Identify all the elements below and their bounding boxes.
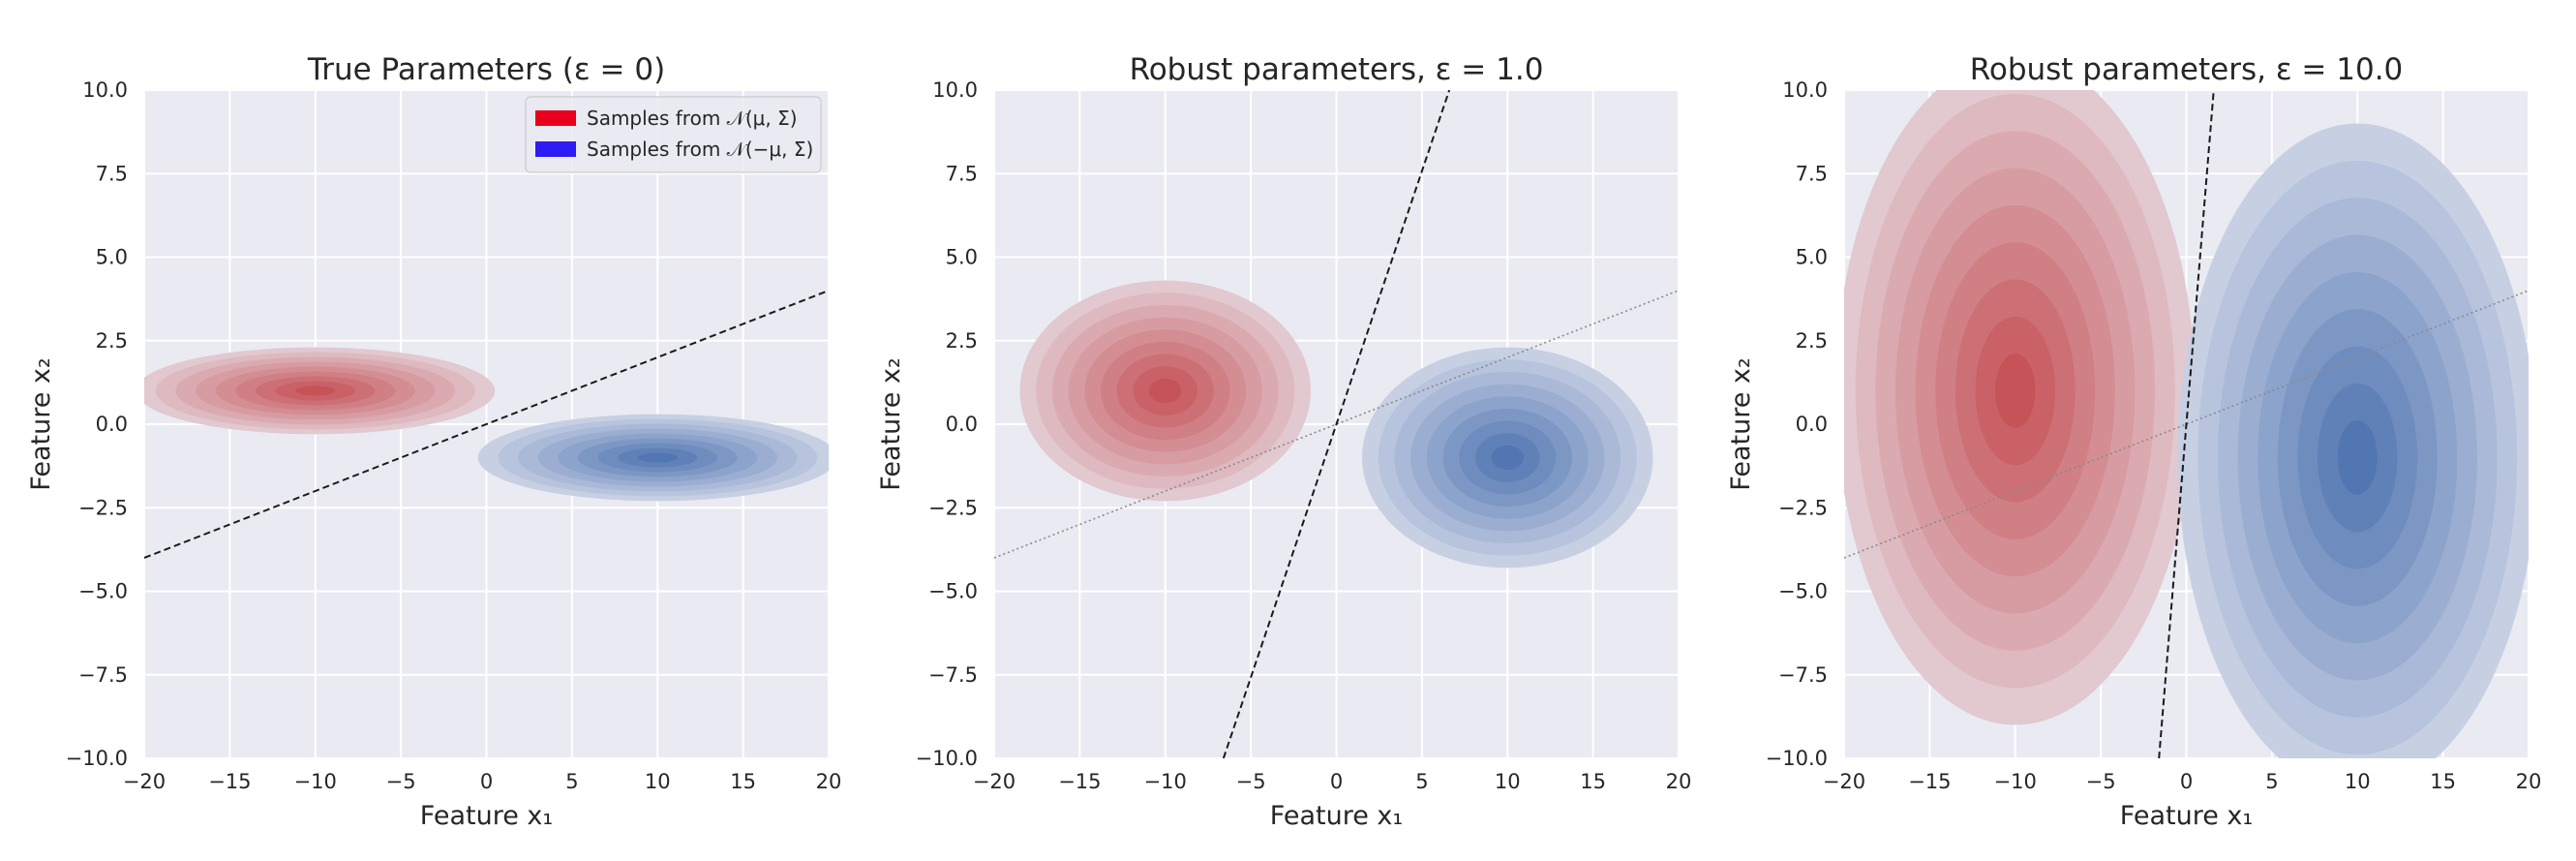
y-axis-label: Feature x₂ bbox=[876, 357, 906, 490]
y-tick-label: 5.0 bbox=[1796, 246, 1828, 269]
y-tick-label: 2.5 bbox=[1796, 329, 1828, 353]
x-tick-label: 5 bbox=[565, 770, 578, 793]
y-tick-label: −5.0 bbox=[928, 580, 978, 603]
y-tick-label: 7.5 bbox=[946, 162, 978, 185]
x-tick-label: 15 bbox=[1580, 770, 1606, 793]
y-tick-label: −2.5 bbox=[78, 496, 128, 519]
density-contour-red bbox=[295, 385, 336, 396]
decision-boundary bbox=[144, 290, 829, 559]
legend-swatch bbox=[535, 110, 576, 126]
legend-swatch bbox=[535, 141, 576, 157]
x-tick-label: −15 bbox=[1908, 770, 1951, 793]
x-tick-label: −5 bbox=[386, 770, 416, 793]
legend-label: Samples from 𝒩(−μ, Σ) bbox=[587, 138, 813, 161]
y-tick-label: −2.5 bbox=[928, 496, 978, 519]
x-tick-label: 5 bbox=[2265, 770, 2278, 793]
density-layer bbox=[994, 90, 1679, 758]
x-tick-label: 0 bbox=[2180, 770, 2193, 793]
density-contour-blue bbox=[2337, 420, 2378, 495]
y-tick-label: 7.5 bbox=[1796, 162, 1828, 185]
y-tick-label: −5.0 bbox=[78, 580, 128, 603]
x-axis-label: Feature x₁ bbox=[2120, 801, 2253, 831]
x-tick-label: −10 bbox=[1144, 770, 1187, 793]
x-tick-label: −10 bbox=[1994, 770, 2037, 793]
y-tick-label: 10.0 bbox=[932, 78, 978, 102]
x-tick-label: −15 bbox=[1058, 770, 1101, 793]
y-tick-label: 5.0 bbox=[946, 246, 978, 269]
density-layer bbox=[1844, 90, 2529, 758]
chart-title: Robust parameters, ε = 1.0 bbox=[1130, 52, 1544, 87]
x-tick-label: −20 bbox=[973, 770, 1015, 793]
x-tick-label: 10 bbox=[1495, 770, 1521, 793]
x-tick-label: −20 bbox=[1823, 770, 1865, 793]
x-tick-label: 15 bbox=[2430, 770, 2456, 793]
density-contour-red bbox=[1995, 354, 2036, 428]
y-axis-label: Feature x₂ bbox=[26, 357, 56, 490]
x-tick-label: 15 bbox=[730, 770, 756, 793]
density-contour-blue bbox=[637, 452, 678, 463]
x-tick-label: 0 bbox=[480, 770, 493, 793]
density-contour-blue bbox=[1491, 445, 1524, 471]
x-tick-label: 10 bbox=[645, 770, 671, 793]
y-tick-label: −2.5 bbox=[1778, 496, 1828, 519]
chart-title: Robust parameters, ε = 10.0 bbox=[1970, 52, 2404, 87]
y-tick-label: 5.0 bbox=[96, 246, 128, 269]
y-tick-label: 10.0 bbox=[1782, 78, 1828, 102]
x-tick-label: 20 bbox=[2516, 770, 2542, 793]
x-tick-label: −10 bbox=[294, 770, 337, 793]
y-tick-label: −10.0 bbox=[916, 747, 978, 770]
panel-3: −20 −15 −10 −5 0 5 10 15 20 10.0 7.5 5.0 2.5 0.0 −2.5 −… bbox=[1726, 52, 2541, 831]
chart-title: True Parameters (ε = 0) bbox=[307, 52, 665, 87]
decision-boundary bbox=[1222, 90, 1451, 758]
x-tick-label: 10 bbox=[2345, 770, 2371, 793]
legend: Samples from 𝒩(μ, Σ) Samples from 𝒩(−μ, Σ… bbox=[525, 96, 822, 173]
y-tick-label: 0.0 bbox=[96, 413, 128, 436]
y-tick-label: −7.5 bbox=[78, 663, 128, 687]
y-tick-label: 0.0 bbox=[1796, 413, 1828, 436]
x-tick-label: −5 bbox=[2086, 770, 2116, 793]
x-axis-label: Feature x₁ bbox=[420, 801, 553, 831]
decision-boundary bbox=[2158, 90, 2215, 758]
legend-label: Samples from 𝒩(μ, Σ) bbox=[587, 107, 798, 130]
x-axis-label: Feature x₁ bbox=[1270, 801, 1403, 831]
panel-1: −20 −15 −10 −5 0 5 10 15 20 10.0 7.5 5.0 2.5 0.0 −2.5 −… bbox=[26, 52, 841, 831]
y-tick-label: −10.0 bbox=[1766, 747, 1828, 770]
y-tick-label: −7.5 bbox=[928, 663, 978, 687]
y-tick-label: −7.5 bbox=[1778, 663, 1828, 687]
y-axis-label: Feature x₂ bbox=[1726, 357, 1756, 490]
x-tick-label: 5 bbox=[1415, 770, 1428, 793]
x-tick-label: 20 bbox=[816, 770, 842, 793]
y-tick-label: 10.0 bbox=[82, 78, 128, 102]
reference-line bbox=[994, 290, 1679, 559]
y-tick-label: 2.5 bbox=[946, 329, 978, 353]
y-tick-label: 2.5 bbox=[96, 329, 128, 353]
y-tick-label: −5.0 bbox=[1778, 580, 1828, 603]
reference-line bbox=[1844, 290, 2529, 559]
y-tick-label: −10.0 bbox=[66, 747, 128, 770]
x-tick-label: −20 bbox=[123, 770, 166, 793]
y-tick-label: 7.5 bbox=[96, 162, 128, 185]
density-contour-red bbox=[1149, 378, 1182, 404]
panel-2: −20 −15 −10 −5 0 5 10 15 20 10.0 7.5 5.0 2.5 0.0 −2.5 −… bbox=[876, 52, 1691, 831]
x-tick-label: −15 bbox=[208, 770, 251, 793]
x-tick-label: 20 bbox=[1666, 770, 1692, 793]
x-tick-label: −5 bbox=[1236, 770, 1266, 793]
x-tick-label: 0 bbox=[1330, 770, 1343, 793]
density-layer bbox=[144, 290, 829, 559]
y-tick-label: 0.0 bbox=[946, 413, 978, 436]
